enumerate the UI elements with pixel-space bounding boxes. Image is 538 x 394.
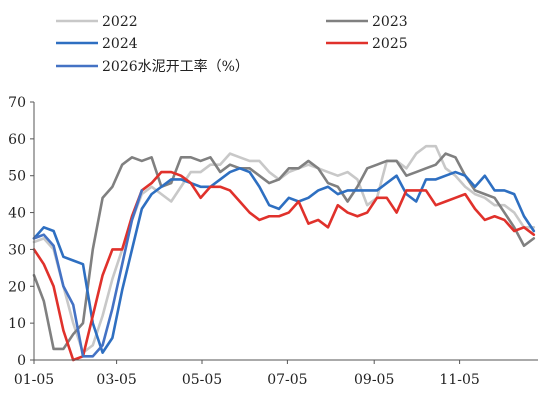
legend-label: 2025 [372,36,408,52]
y-tick-label: 70 [8,95,26,111]
series-line-4 [32,189,144,358]
y-tick-label: 50 [8,169,26,185]
legend-label: 2024 [102,36,138,52]
y-tick-label: 60 [8,132,26,148]
x-tick-label: 07-05 [267,372,307,388]
y-tick-label: 30 [8,242,26,258]
legend-label: 2026水泥开工率（%） [102,58,249,75]
axes: 0 10 20 30 40 50 60 70 01-05 03-05 05-05 07-05 09-05… [8,95,538,388]
plot-area [32,144,536,362]
legend-label: 2023 [372,14,408,30]
x-tick-label: 05-05 [182,372,222,388]
series-line-3 [32,170,536,362]
series-line-2 [32,167,536,354]
x-tick-label: 11-05 [439,372,479,388]
legend: 2022 2023 2024 2025 2026水泥开工率（%） [56,14,408,75]
x-tick-label: 09-05 [354,372,394,388]
y-tick-label: 40 [8,206,26,222]
y-tick-label: 10 [8,316,26,332]
legend-label: 2022 [102,14,138,30]
y-tick-label: 20 [8,279,26,295]
x-tick-label: 01-05 [14,372,54,388]
series-line-1 [32,152,536,351]
x-tick-label: 03-05 [96,372,136,388]
y-tick-label: 0 [17,353,26,369]
